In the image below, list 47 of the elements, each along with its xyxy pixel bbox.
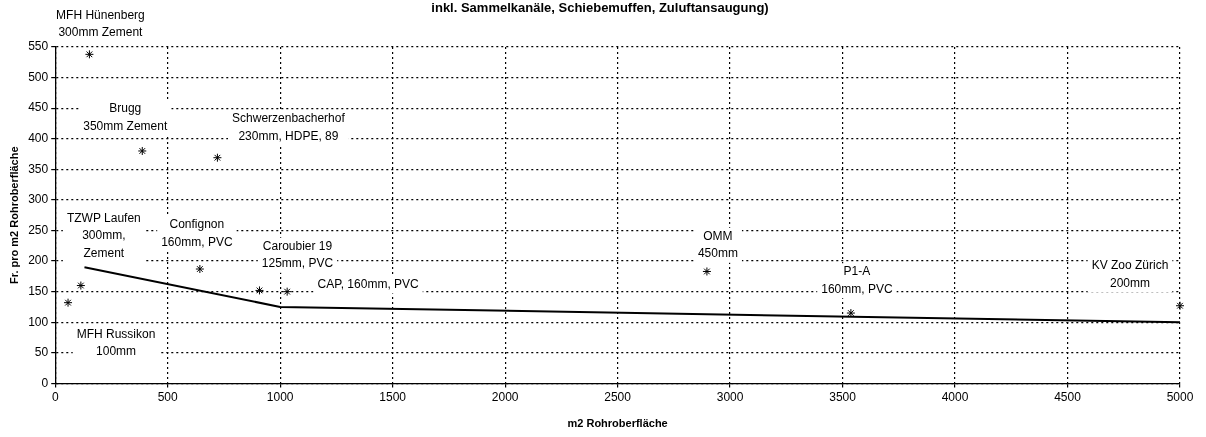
x-tick-label: 1500 <box>379 389 407 404</box>
point <box>63 298 73 308</box>
annotation: Confignon 160mm, PVC <box>161 217 233 249</box>
y-tick-label: 450 <box>28 100 49 115</box>
y-tick-label: 150 <box>28 283 49 298</box>
x-tick-label: 4000 <box>941 389 969 404</box>
point <box>137 146 147 156</box>
y-axis-title: Fr. pro m2 Rohroberfläche <box>7 146 20 284</box>
annotation: KV Zoo Zürich 200mm <box>1091 258 1169 290</box>
y-tick-label: 500 <box>28 69 49 84</box>
point <box>702 266 712 276</box>
x-tick-label: 3500 <box>829 389 857 404</box>
annotation: MFH Russikon 100mm <box>76 326 156 359</box>
annotation: Schwerzenbacherhof 230mm, HDPE, 89 <box>232 111 346 143</box>
point <box>1175 301 1185 311</box>
annotation: P1-A 160mm, PVC <box>821 264 893 296</box>
x-tick-label: 1000 <box>266 389 294 404</box>
annotation: CAP, 160mm, PVC <box>317 276 420 291</box>
x-tick-label: 5000 <box>1166 389 1194 404</box>
annotation: TZWP Laufen 300mm, Zement <box>66 210 141 260</box>
x-tick-label: 0 <box>51 389 59 404</box>
y-tick-label: 100 <box>28 314 49 329</box>
x-tick-label: 2500 <box>604 389 632 404</box>
annotation: OMM 450mm <box>697 228 738 261</box>
y-tick-label: 350 <box>28 161 49 176</box>
annotation: MFH Hünenberg 300mm Zement <box>56 7 145 40</box>
y-tick-label: 400 <box>28 131 49 146</box>
x-tick-label: 500 <box>157 389 179 404</box>
y-tick-label: 50 <box>34 345 49 360</box>
chart-title: inkl. Sammelkanäle, Schiebemuffen, Zuluftansaugung) <box>431 0 769 15</box>
y-tick-label: 300 <box>28 192 49 207</box>
y-tick-label: 200 <box>28 253 49 268</box>
x-tick-label: 4500 <box>1054 389 1082 404</box>
point <box>282 287 292 297</box>
x-tick-label: 3000 <box>716 389 744 404</box>
y-tick-label: 550 <box>28 39 49 54</box>
annotation: Caroubier 19 125mm, PVC <box>261 238 334 271</box>
x-tick-label: 2000 <box>491 389 519 404</box>
point <box>84 49 94 59</box>
annotation: Brugg 350mm Zement <box>83 101 168 133</box>
x-axis-title: m2 Rohroberfläche <box>567 417 668 430</box>
point <box>254 285 264 295</box>
point <box>212 153 222 163</box>
point <box>76 281 86 291</box>
y-tick-label: 0 <box>41 375 49 390</box>
y-tick-label: 250 <box>28 222 49 237</box>
point <box>195 264 205 274</box>
